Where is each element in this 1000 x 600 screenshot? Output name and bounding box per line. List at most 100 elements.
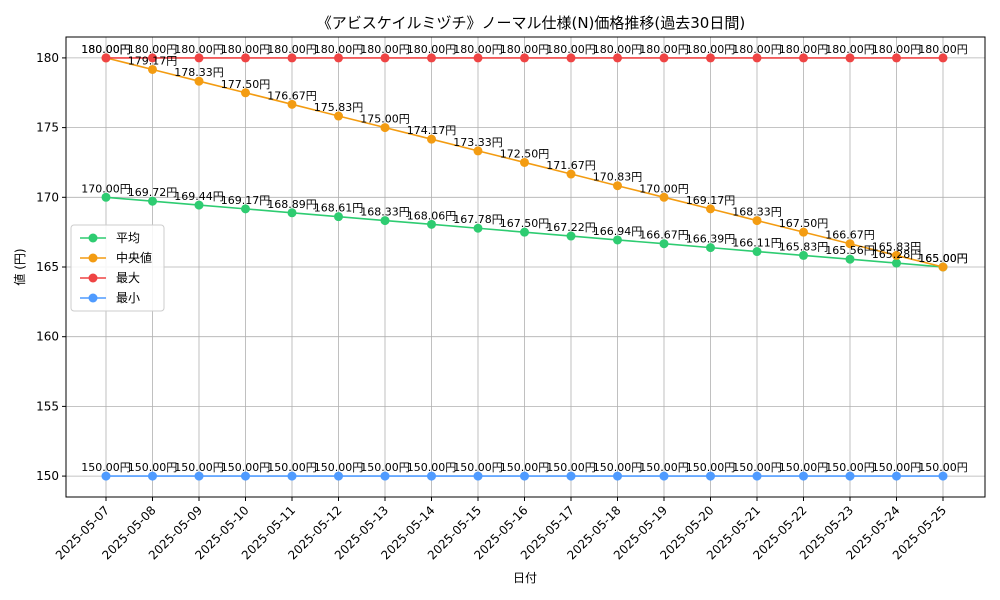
data-label: 167.50円 bbox=[779, 217, 829, 230]
data-label: 171.67円 bbox=[546, 159, 596, 172]
data-point bbox=[566, 471, 576, 481]
data-label: 180.00円 bbox=[314, 43, 364, 56]
data-label: 166.67円 bbox=[639, 229, 689, 242]
data-point bbox=[194, 76, 204, 86]
data-label: 165.56円 bbox=[825, 244, 875, 257]
data-point bbox=[659, 471, 669, 481]
data-point bbox=[427, 219, 436, 229]
data-point bbox=[799, 471, 808, 481]
data-label: 168.33円 bbox=[360, 206, 410, 219]
data-label: 180.00円 bbox=[546, 43, 596, 56]
data-point bbox=[613, 471, 622, 481]
data-point bbox=[938, 262, 948, 272]
data-point bbox=[613, 53, 622, 63]
data-label: 150.00円 bbox=[267, 461, 317, 474]
data-point bbox=[845, 239, 855, 249]
data-point bbox=[566, 231, 576, 241]
data-point bbox=[287, 53, 297, 63]
data-point bbox=[148, 196, 157, 206]
data-point bbox=[241, 204, 250, 214]
data-point bbox=[799, 53, 808, 63]
data-label: 150.00円 bbox=[360, 461, 410, 474]
data-label: 167.78円 bbox=[453, 213, 503, 226]
data-label: 168.33円 bbox=[732, 206, 782, 219]
data-point bbox=[938, 471, 948, 481]
data-point bbox=[427, 471, 436, 481]
grid-layer bbox=[66, 37, 985, 497]
data-point bbox=[101, 192, 111, 202]
data-label: 180.00円 bbox=[81, 43, 131, 56]
data-label: 166.67円 bbox=[825, 229, 875, 242]
data-point bbox=[380, 216, 390, 226]
data-label: 170.83円 bbox=[593, 171, 643, 184]
data-point bbox=[148, 64, 157, 74]
data-label: 180.00円 bbox=[779, 43, 829, 56]
series-layer bbox=[101, 53, 948, 481]
data-point bbox=[194, 53, 204, 63]
data-point bbox=[380, 53, 390, 63]
data-label: 180.00円 bbox=[872, 43, 922, 56]
data-point bbox=[659, 192, 669, 202]
data-label: 150.00円 bbox=[453, 461, 503, 474]
data-label: 166.94円 bbox=[593, 225, 643, 238]
data-label: 180.00円 bbox=[407, 43, 457, 56]
data-label: 165.83円 bbox=[779, 240, 829, 253]
data-label: 150.00円 bbox=[500, 461, 550, 474]
data-label: 172.50円 bbox=[500, 147, 550, 160]
data-label: 150.00円 bbox=[546, 461, 596, 474]
data-point bbox=[799, 227, 808, 237]
data-point bbox=[473, 146, 483, 156]
data-label: 180.00円 bbox=[453, 43, 503, 56]
data-label: 168.06円 bbox=[407, 209, 457, 222]
data-point bbox=[706, 243, 715, 253]
data-point bbox=[892, 471, 901, 481]
data-point bbox=[706, 471, 715, 481]
data-label: 174.17円 bbox=[407, 124, 457, 137]
legend-marker bbox=[88, 233, 98, 243]
data-label: 168.61円 bbox=[314, 202, 364, 215]
chart-title: 《アビスケイルミヅチ》ノーマル仕様(N)価格推移(過去30日間) bbox=[317, 14, 745, 32]
data-point bbox=[287, 99, 297, 109]
data-label: 180.00円 bbox=[593, 43, 643, 56]
legend-marker bbox=[88, 253, 98, 263]
y-tick-label: 170 bbox=[36, 190, 59, 204]
y-tick-label: 160 bbox=[36, 330, 59, 344]
data-point bbox=[101, 471, 111, 481]
data-point bbox=[892, 250, 901, 260]
data-point bbox=[334, 111, 343, 121]
data-point bbox=[706, 53, 715, 63]
data-label: 180.00円 bbox=[918, 43, 968, 56]
data-label: 167.22円 bbox=[546, 221, 596, 234]
data-label: 170.00円 bbox=[639, 182, 689, 195]
legend-label: 平均 bbox=[116, 231, 140, 245]
data-point bbox=[194, 200, 204, 210]
legend-box bbox=[70, 224, 165, 312]
data-label: 166.39円 bbox=[686, 233, 736, 246]
x-axis-label: 日付 bbox=[513, 571, 537, 585]
data-point bbox=[473, 471, 483, 481]
data-label: 167.50円 bbox=[500, 217, 550, 230]
data-point bbox=[799, 250, 808, 260]
data-label: 176.67円 bbox=[267, 89, 317, 102]
data-point bbox=[659, 53, 669, 63]
data-label: 180.00円 bbox=[360, 43, 410, 56]
legend-marker bbox=[88, 293, 98, 303]
data-label: 150.00円 bbox=[221, 461, 271, 474]
y-axis-ticks: 150 155 160 165 170 175 180 bbox=[36, 51, 66, 483]
data-point bbox=[892, 258, 901, 268]
data-point bbox=[892, 53, 901, 63]
data-label: 150.00円 bbox=[825, 461, 875, 474]
data-label: 169.72円 bbox=[128, 186, 178, 199]
y-tick-label: 150 bbox=[36, 469, 59, 483]
data-point bbox=[613, 235, 622, 245]
series-1 bbox=[101, 53, 948, 272]
data-point bbox=[148, 53, 157, 63]
data-label: 173.33円 bbox=[453, 136, 503, 149]
data-point bbox=[380, 123, 390, 133]
data-label: 175.00円 bbox=[360, 113, 410, 126]
data-point bbox=[473, 223, 483, 233]
data-point bbox=[334, 53, 343, 63]
data-label: 180.00円 bbox=[81, 43, 131, 56]
